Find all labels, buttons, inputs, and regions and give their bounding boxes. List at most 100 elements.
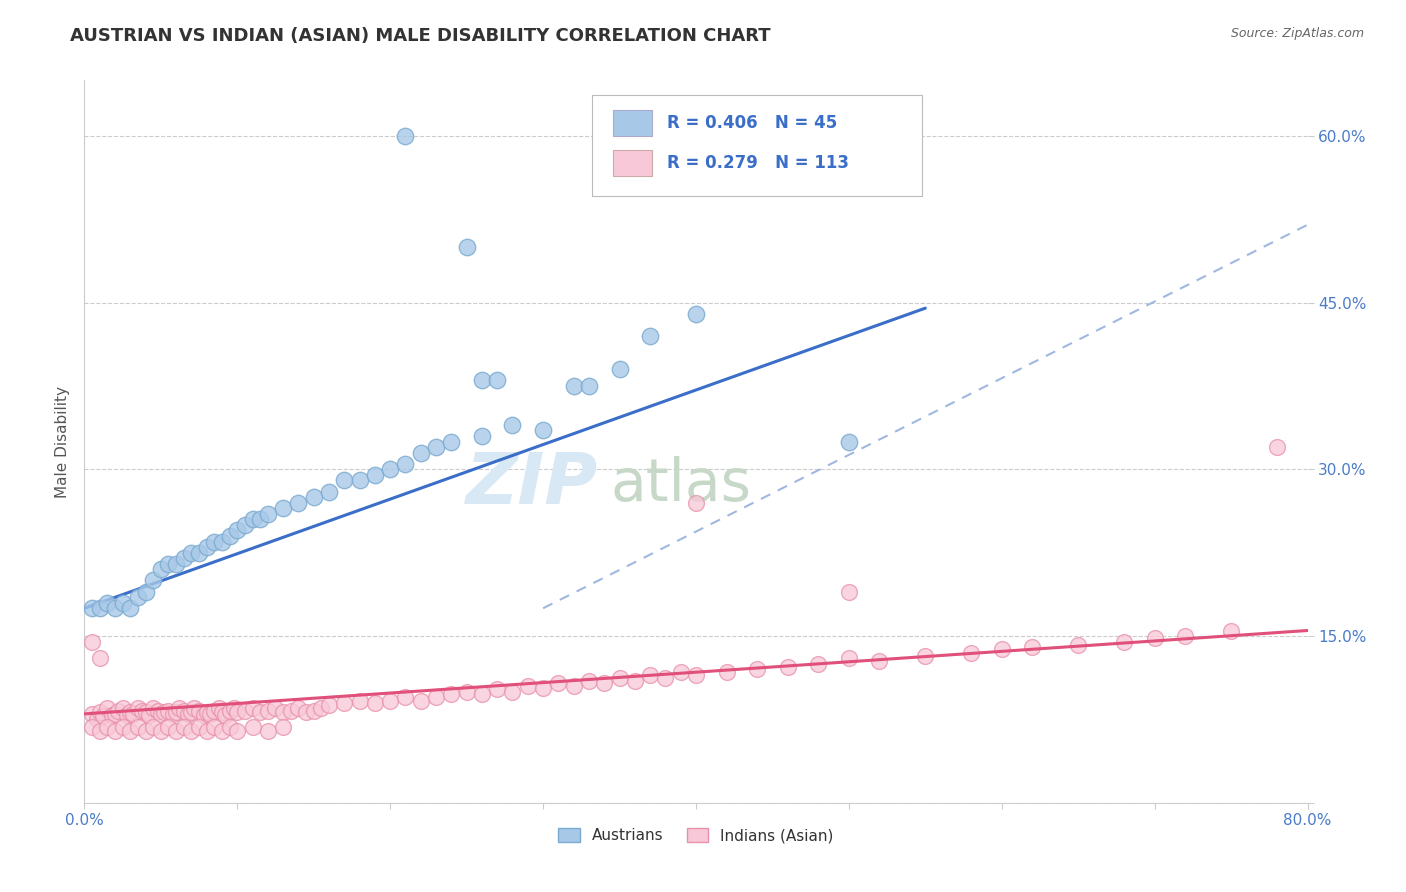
Point [578, 379, 600, 393]
Point [111, 596, 134, 610]
Point [747, 662, 769, 676]
Point [149, 706, 172, 721]
Point [165, 723, 187, 738]
Point [685, 307, 707, 321]
Point [157, 557, 180, 571]
Point [115, 708, 138, 723]
Bar [613, 110, 652, 136]
Point [456, 684, 478, 698]
Point [807, 657, 830, 671]
Point [456, 240, 478, 254]
Point [333, 474, 356, 488]
Text: R = 0.279   N = 113: R = 0.279 N = 113 [666, 154, 849, 172]
Point [654, 671, 676, 685]
Point [226, 723, 249, 738]
Point [425, 690, 447, 705]
Point [531, 681, 554, 696]
Point [271, 720, 294, 734]
Text: R = 0.406   N = 45: R = 0.406 N = 45 [666, 114, 837, 132]
Point [142, 701, 165, 715]
Point [364, 696, 387, 710]
Point [80, 634, 103, 648]
Point [180, 546, 202, 560]
Point [193, 708, 215, 723]
Point [609, 362, 631, 376]
Point [101, 708, 124, 723]
Point [333, 696, 356, 710]
Point [531, 424, 554, 438]
Point [562, 379, 585, 393]
Point [214, 708, 236, 723]
Point [1265, 440, 1288, 454]
Point [146, 704, 169, 718]
Point [104, 706, 127, 721]
Point [127, 701, 149, 715]
Point [638, 329, 661, 343]
Point [869, 653, 891, 667]
Point [120, 705, 142, 719]
Point [242, 720, 264, 734]
Point [211, 723, 233, 738]
Point [127, 720, 149, 734]
Text: ZIP: ZIP [465, 450, 598, 519]
Point [249, 705, 271, 719]
Point [195, 540, 218, 554]
FancyBboxPatch shape [592, 95, 922, 196]
Point [149, 723, 172, 738]
Point [138, 708, 160, 723]
Point [218, 704, 240, 718]
Point [624, 673, 647, 688]
Text: AUSTRIAN VS INDIAN (ASIAN) MALE DISABILITY CORRELATION CHART: AUSTRIAN VS INDIAN (ASIAN) MALE DISABILI… [70, 27, 770, 45]
Point [202, 534, 225, 549]
Point [242, 701, 264, 715]
Point [111, 720, 134, 734]
Point [409, 693, 432, 707]
Point [188, 704, 211, 718]
Point [211, 534, 233, 549]
Point [96, 701, 118, 715]
Point [349, 693, 371, 707]
Point [838, 434, 860, 449]
Point [96, 720, 118, 734]
Point [157, 704, 180, 718]
Point [177, 706, 200, 721]
Point [218, 529, 240, 543]
Point [135, 723, 157, 738]
Point [107, 704, 129, 718]
Point [471, 429, 494, 443]
Point [89, 723, 111, 738]
Point [425, 440, 447, 454]
Point [135, 584, 157, 599]
Point [318, 484, 340, 499]
Point [142, 720, 165, 734]
Point [153, 705, 176, 719]
Point [1114, 634, 1136, 648]
Point [202, 720, 225, 734]
Point [302, 704, 325, 718]
Point [280, 704, 302, 718]
Point [224, 701, 246, 715]
Point [295, 705, 318, 719]
Point [638, 668, 661, 682]
Point [89, 651, 111, 665]
Bar [613, 151, 652, 177]
Point [471, 687, 494, 701]
Point [91, 709, 114, 723]
Point [364, 467, 387, 482]
Point [257, 723, 280, 738]
Point [271, 501, 294, 516]
Point [409, 445, 432, 459]
Point [89, 601, 111, 615]
Point [380, 693, 402, 707]
Point [211, 705, 233, 719]
Point [233, 517, 256, 532]
Point [471, 373, 494, 387]
Legend: Austrians, Indians (Asian): Austrians, Indians (Asian) [553, 822, 839, 849]
Point [233, 704, 256, 718]
Point [162, 706, 184, 721]
Point [242, 512, 264, 526]
Point [195, 705, 218, 719]
Point [685, 668, 707, 682]
Point [173, 720, 195, 734]
Point [271, 705, 294, 719]
